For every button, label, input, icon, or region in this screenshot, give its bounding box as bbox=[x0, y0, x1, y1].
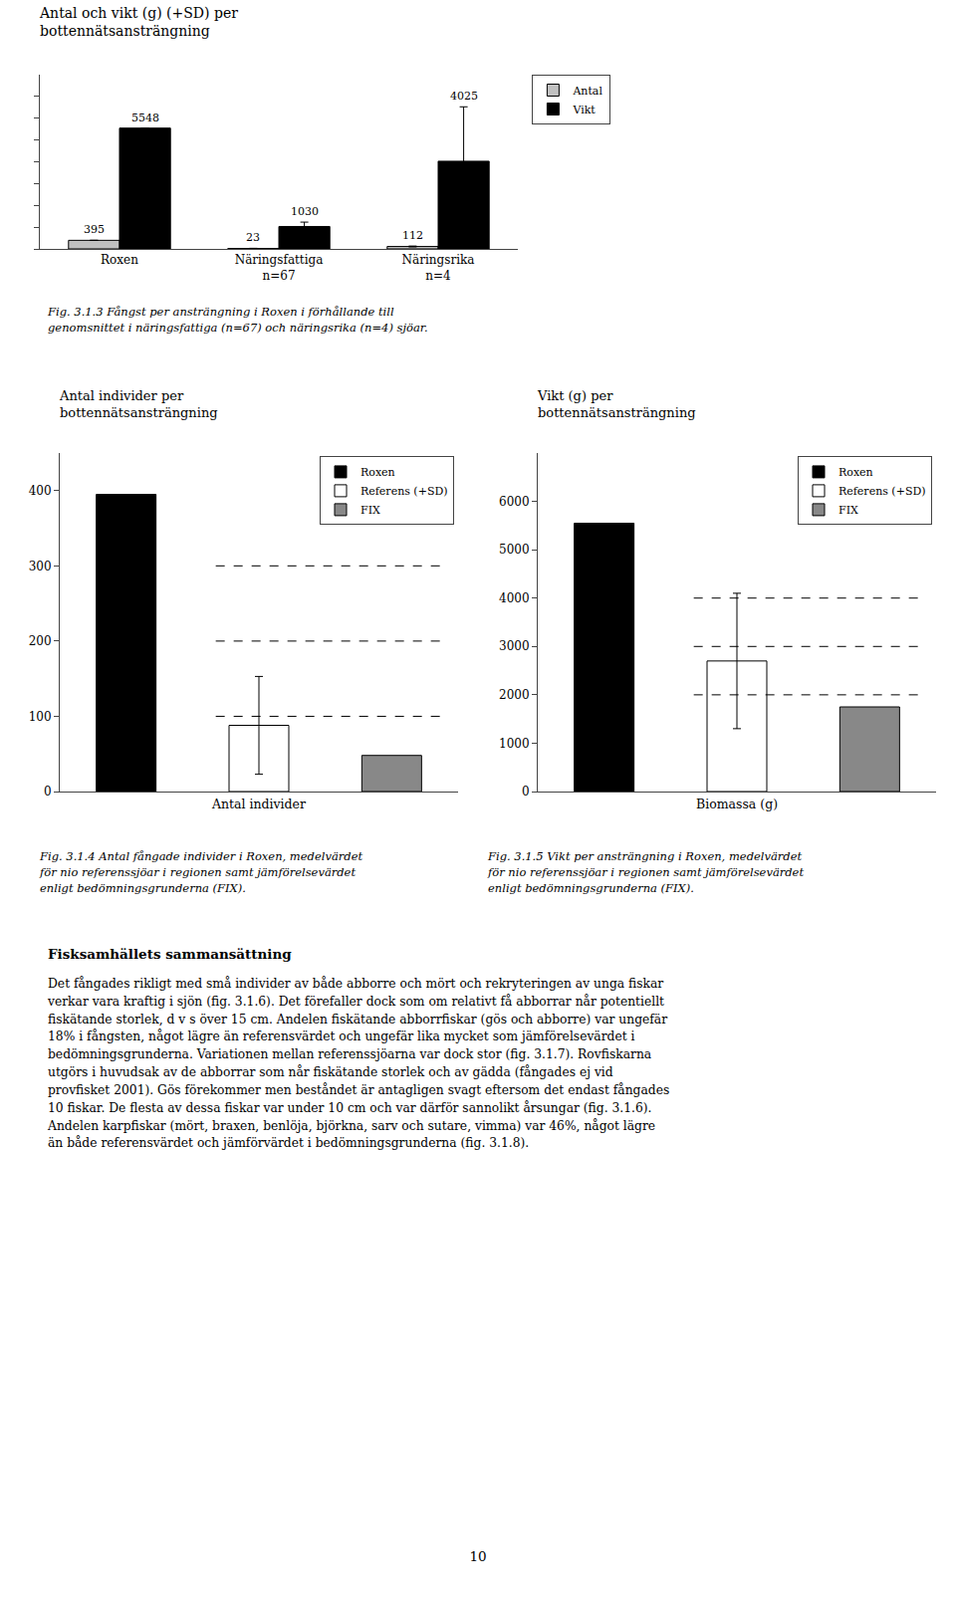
svg-text:Roxen: Roxen bbox=[360, 466, 396, 479]
svg-text:Roxen: Roxen bbox=[100, 252, 139, 267]
svg-text:Vikt: Vikt bbox=[571, 103, 596, 117]
svg-text:Referens (+SD): Referens (+SD) bbox=[360, 484, 449, 498]
svg-text:FIX: FIX bbox=[838, 503, 859, 517]
html-text:Fig. 3.1.4 Antal fångade indiv: Fig. 3.1.4 Antal fångade individer i Rox… bbox=[39, 849, 363, 896]
svg-text:395: 395 bbox=[83, 223, 105, 237]
svg-text:5000: 5000 bbox=[498, 542, 530, 557]
svg-text:4025: 4025 bbox=[450, 89, 478, 103]
svg-text:Antal individer: Antal individer bbox=[211, 796, 306, 812]
svg-text:Antal individer perbottennätsa: Antal individer perbottennätsansträngnin… bbox=[58, 388, 219, 421]
svg-text:4000: 4000 bbox=[498, 591, 530, 606]
html-text:Fisksamhällets sammansättning: Fisksamhällets sammansättning bbox=[47, 946, 292, 962]
svg-text:23: 23 bbox=[245, 231, 260, 244]
svg-text:Biomassa (g): Biomassa (g) bbox=[696, 796, 778, 812]
svg-text:100: 100 bbox=[28, 710, 52, 724]
svg-text:Antal och vikt (g) (+SD) perbo: Antal och vikt (g) (+SD) perbottennätsan… bbox=[38, 4, 239, 39]
svg-text:Näringsfattigan=67: Näringsfattigan=67 bbox=[235, 252, 324, 283]
svg-text:6000: 6000 bbox=[498, 494, 530, 509]
svg-text:Roxen: Roxen bbox=[838, 466, 874, 479]
html-text:10: 10 bbox=[469, 1548, 487, 1565]
svg-text:200: 200 bbox=[28, 634, 52, 649]
svg-text:0: 0 bbox=[43, 784, 52, 799]
svg-text:5548: 5548 bbox=[131, 111, 160, 125]
svg-text:112: 112 bbox=[402, 229, 424, 242]
svg-text:1030: 1030 bbox=[290, 205, 319, 219]
html-text:Fig. 3.1.5 Vikt per ansträngni: Fig. 3.1.5 Vikt per ansträngning i Roxen… bbox=[487, 849, 804, 896]
svg-text:1000: 1000 bbox=[498, 736, 530, 751]
svg-text:Vikt (g) perbottennätsansträng: Vikt (g) perbottennätsansträngning bbox=[536, 388, 697, 421]
svg-text:Näringsrikan=4: Näringsrikan=4 bbox=[402, 252, 476, 283]
svg-text:Antal: Antal bbox=[571, 84, 603, 98]
svg-text:400: 400 bbox=[28, 483, 52, 498]
svg-text:3000: 3000 bbox=[498, 639, 530, 654]
svg-text:FIX: FIX bbox=[360, 503, 381, 517]
html-text:Det fångades rikligt med små i: Det fångades rikligt med små individer a… bbox=[47, 976, 670, 1151]
svg-text:2000: 2000 bbox=[498, 688, 530, 703]
svg-text:300: 300 bbox=[28, 559, 52, 574]
html-text:Fig. 3.1.3 Fångst per ansträng: Fig. 3.1.3 Fångst per ansträngning i Rox… bbox=[47, 304, 428, 335]
svg-text:Referens (+SD): Referens (+SD) bbox=[838, 484, 927, 498]
svg-text:0: 0 bbox=[521, 784, 530, 799]
